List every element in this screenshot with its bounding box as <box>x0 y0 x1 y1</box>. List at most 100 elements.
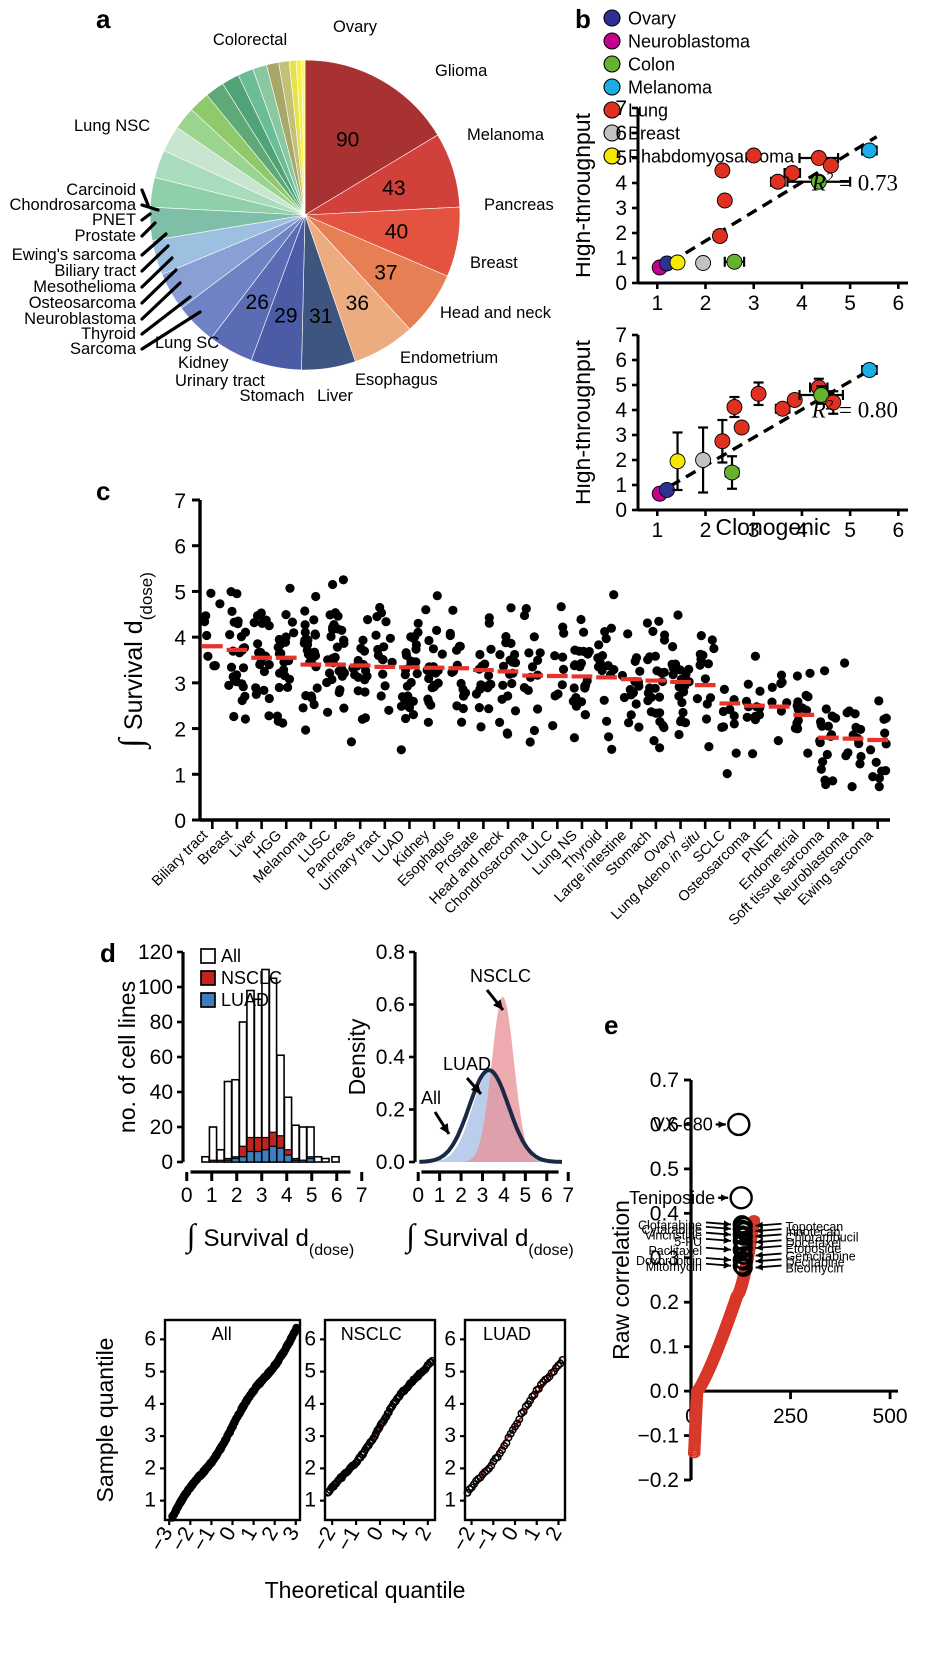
pie-leader-line <box>140 188 150 207</box>
panel-b-scatter-charts: Ovary Neuroblastoma Colon Melanoma Lung Breas… <box>576 9 908 542</box>
panel-c-plot-area: 0 1 2 3 4 5 6 7 <box>174 490 891 833</box>
x-tick-label: 2 <box>700 519 712 542</box>
callout-label: Irinotecan <box>786 1225 841 1239</box>
y-tick-label: 5 <box>174 581 186 604</box>
data-point <box>631 699 641 709</box>
data-point <box>232 670 242 680</box>
pie-category-label: Head and neck <box>440 304 552 322</box>
data-point <box>569 733 579 743</box>
pie-leader-line <box>140 256 174 289</box>
qq-y-tick-label: 6 <box>444 1327 456 1350</box>
data-point <box>225 630 235 640</box>
panel-e-plot-area: −0.2−0.10.00.10.20.30.40.50.60.70 250 500V… <box>629 1069 907 1492</box>
data-point <box>300 620 310 630</box>
qq-y-tick-label: 4 <box>444 1392 456 1415</box>
data-point <box>510 706 521 716</box>
data-point <box>437 649 447 659</box>
qq-x-tick-label: 0 <box>363 1523 389 1545</box>
data-point <box>251 683 261 693</box>
data-point <box>485 679 495 689</box>
x-tick-label: 4 <box>281 1184 293 1207</box>
data-point <box>649 736 659 746</box>
pie-value-label: 36 <box>346 292 369 315</box>
data-point <box>578 646 589 656</box>
data-point <box>733 419 750 436</box>
data-point <box>403 694 413 704</box>
data-point <box>323 707 333 717</box>
density-line-all <box>419 1068 562 1164</box>
data-point <box>237 695 247 706</box>
data-point <box>774 400 791 417</box>
histogram-bar-all <box>331 1155 340 1163</box>
legend-marker <box>603 9 621 27</box>
y-tick-label: 2 <box>615 449 627 472</box>
legend-marker <box>603 147 621 165</box>
panel-d-letter: d <box>100 938 116 968</box>
data-point <box>724 464 740 481</box>
y-tick-label: 0 <box>174 810 186 833</box>
data-point <box>255 659 265 670</box>
data-point <box>529 725 539 736</box>
data-point <box>755 686 765 696</box>
data-point <box>330 652 340 662</box>
data-point <box>822 749 832 760</box>
data-point <box>380 681 390 691</box>
callout-arrowhead <box>755 1232 764 1240</box>
pie-leader-line <box>140 310 202 351</box>
data-point <box>596 661 606 671</box>
panel-c-category-labels: Biliary tractBreastLiverHGGMelanomaLUSCP… <box>149 827 877 929</box>
data-point <box>413 618 423 628</box>
histogram-bar-all <box>208 1126 218 1163</box>
data-point <box>448 605 458 615</box>
data-point <box>229 617 239 627</box>
data-point <box>361 666 371 676</box>
data-point <box>599 695 609 705</box>
qq-data-point <box>427 1358 436 1367</box>
callout-label: Teniposide <box>629 1188 715 1208</box>
callout-arrowhead <box>755 1263 764 1271</box>
callout-arrowhead <box>723 1261 731 1269</box>
data-point <box>506 603 516 613</box>
data-point <box>486 644 496 654</box>
histogram-bar-all <box>298 1126 308 1163</box>
data-point <box>311 591 321 602</box>
data-point <box>251 689 261 699</box>
histogram-bar-luad <box>223 1159 233 1163</box>
y-tick-label: 0.0 <box>376 1151 405 1174</box>
data-point <box>334 687 344 698</box>
qq-y-tick-label: 5 <box>304 1360 316 1383</box>
data-point <box>698 650 708 660</box>
data-point <box>498 680 508 690</box>
data-point <box>406 656 416 666</box>
data-point <box>601 634 611 644</box>
y-tick-label: 0 <box>615 272 627 295</box>
x-tick-label: 3 <box>477 1184 489 1207</box>
qq-data-point <box>513 1419 522 1428</box>
data-point <box>475 684 485 694</box>
data-point <box>745 147 762 164</box>
y-axis-title: High-throughput <box>576 112 595 278</box>
data-point <box>363 615 373 625</box>
data-point <box>445 628 455 638</box>
data-point <box>240 627 251 637</box>
data-point <box>519 683 529 693</box>
data-point <box>820 775 830 785</box>
pie-leader-line <box>140 203 160 212</box>
qq-data-point <box>478 1470 487 1479</box>
x-tick-label: 6 <box>541 1184 553 1207</box>
fit-line <box>653 135 878 274</box>
data-point <box>669 453 686 470</box>
data-point <box>411 640 421 650</box>
x-tick-label: 3 <box>256 1184 268 1207</box>
y-tick-label: 3 <box>174 673 186 696</box>
callout-label: Chlorambucil <box>786 1230 859 1244</box>
y-tick-label: −0.2 <box>638 1469 679 1492</box>
data-point <box>201 611 211 621</box>
pie-category-label: Ovary <box>333 18 378 36</box>
x-axis-title: ∫ Survival d(dose) <box>185 1217 355 1259</box>
data-point <box>384 705 394 715</box>
data-point <box>818 757 828 767</box>
data-point <box>556 602 566 612</box>
y-tick-label: 0.1 <box>650 1336 679 1359</box>
data-point <box>350 670 360 680</box>
